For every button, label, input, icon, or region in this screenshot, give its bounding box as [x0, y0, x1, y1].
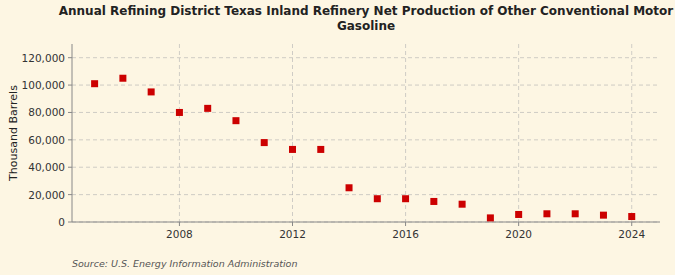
tick-y [68, 112, 72, 113]
point [487, 214, 494, 221]
tick-y [68, 194, 72, 195]
tick-y [68, 57, 72, 58]
point [628, 213, 635, 220]
tick-x [292, 222, 293, 226]
point [346, 184, 353, 191]
point [204, 105, 211, 112]
point [543, 210, 550, 217]
background [0, 0, 675, 275]
chart-container: 0 20,000 40,000 60,000 80,000 100,000 120,000 2… [0, 0, 675, 275]
point [515, 211, 522, 218]
point [430, 198, 437, 205]
grid-line-y [72, 222, 660, 223]
point [119, 75, 126, 82]
tick-y [68, 222, 72, 223]
tick-x [179, 222, 180, 226]
tick-x [405, 222, 406, 226]
grid-line-y [72, 57, 660, 58]
grid-line-y [72, 112, 660, 113]
point [232, 117, 239, 124]
point [91, 80, 98, 87]
point [402, 195, 409, 202]
chart-svg: 0 20,000 40,000 60,000 80,000 100,000 120,000 2… [0, 0, 675, 275]
grid-line-x [292, 44, 293, 222]
point [261, 139, 268, 146]
y-axis-line [72, 44, 73, 222]
grid-line-y [72, 85, 660, 86]
tick-x [631, 222, 632, 226]
title-line: Annual Refining District Texas Inland Re… [59, 4, 674, 18]
grid-line-x [631, 44, 632, 222]
grid-line-y [72, 167, 660, 168]
tick-y [68, 167, 72, 168]
tick-label-y: 100,000 [22, 79, 65, 91]
y-axis-label: Thousand Barrels [7, 85, 20, 182]
tick-label-x: 2012 [279, 228, 306, 240]
point [289, 146, 296, 153]
tick-y [68, 139, 72, 140]
point [600, 212, 607, 219]
grid-line-x [179, 44, 180, 222]
point [572, 210, 579, 217]
tick-label-y: 20,000 [28, 189, 65, 201]
x-axis-line [72, 222, 660, 223]
tick-label-x: 2008 [166, 228, 193, 240]
title: Annual Refining District Texas Inland Re… [59, 4, 674, 33]
tick-label-y: 60,000 [28, 134, 65, 146]
point [459, 201, 466, 208]
grid-line-y [72, 139, 660, 140]
points [91, 75, 635, 222]
axes: 0 20,000 40,000 60,000 80,000 100,000 120,000 2… [22, 44, 660, 240]
grid-line-x [518, 44, 519, 222]
tick-label-y: 80,000 [28, 106, 65, 118]
tick-label-x: 2016 [392, 228, 419, 240]
point [148, 88, 155, 95]
tick-y [68, 85, 72, 86]
point [374, 195, 381, 202]
tick-label-x: 2020 [505, 228, 532, 240]
tick-x [518, 222, 519, 226]
grid [72, 44, 660, 222]
tick-label-y: 0 [58, 216, 65, 228]
annotation: Source: U.S. Energy Information Administ… [72, 258, 297, 269]
tick-label-x: 2024 [618, 228, 645, 240]
tick-label-y: 40,000 [28, 161, 65, 173]
title-line: Gasoline [337, 19, 395, 33]
tick-label-y: 120,000 [22, 52, 65, 64]
grid-line-y [72, 194, 660, 195]
point [176, 109, 183, 116]
point [317, 146, 324, 153]
